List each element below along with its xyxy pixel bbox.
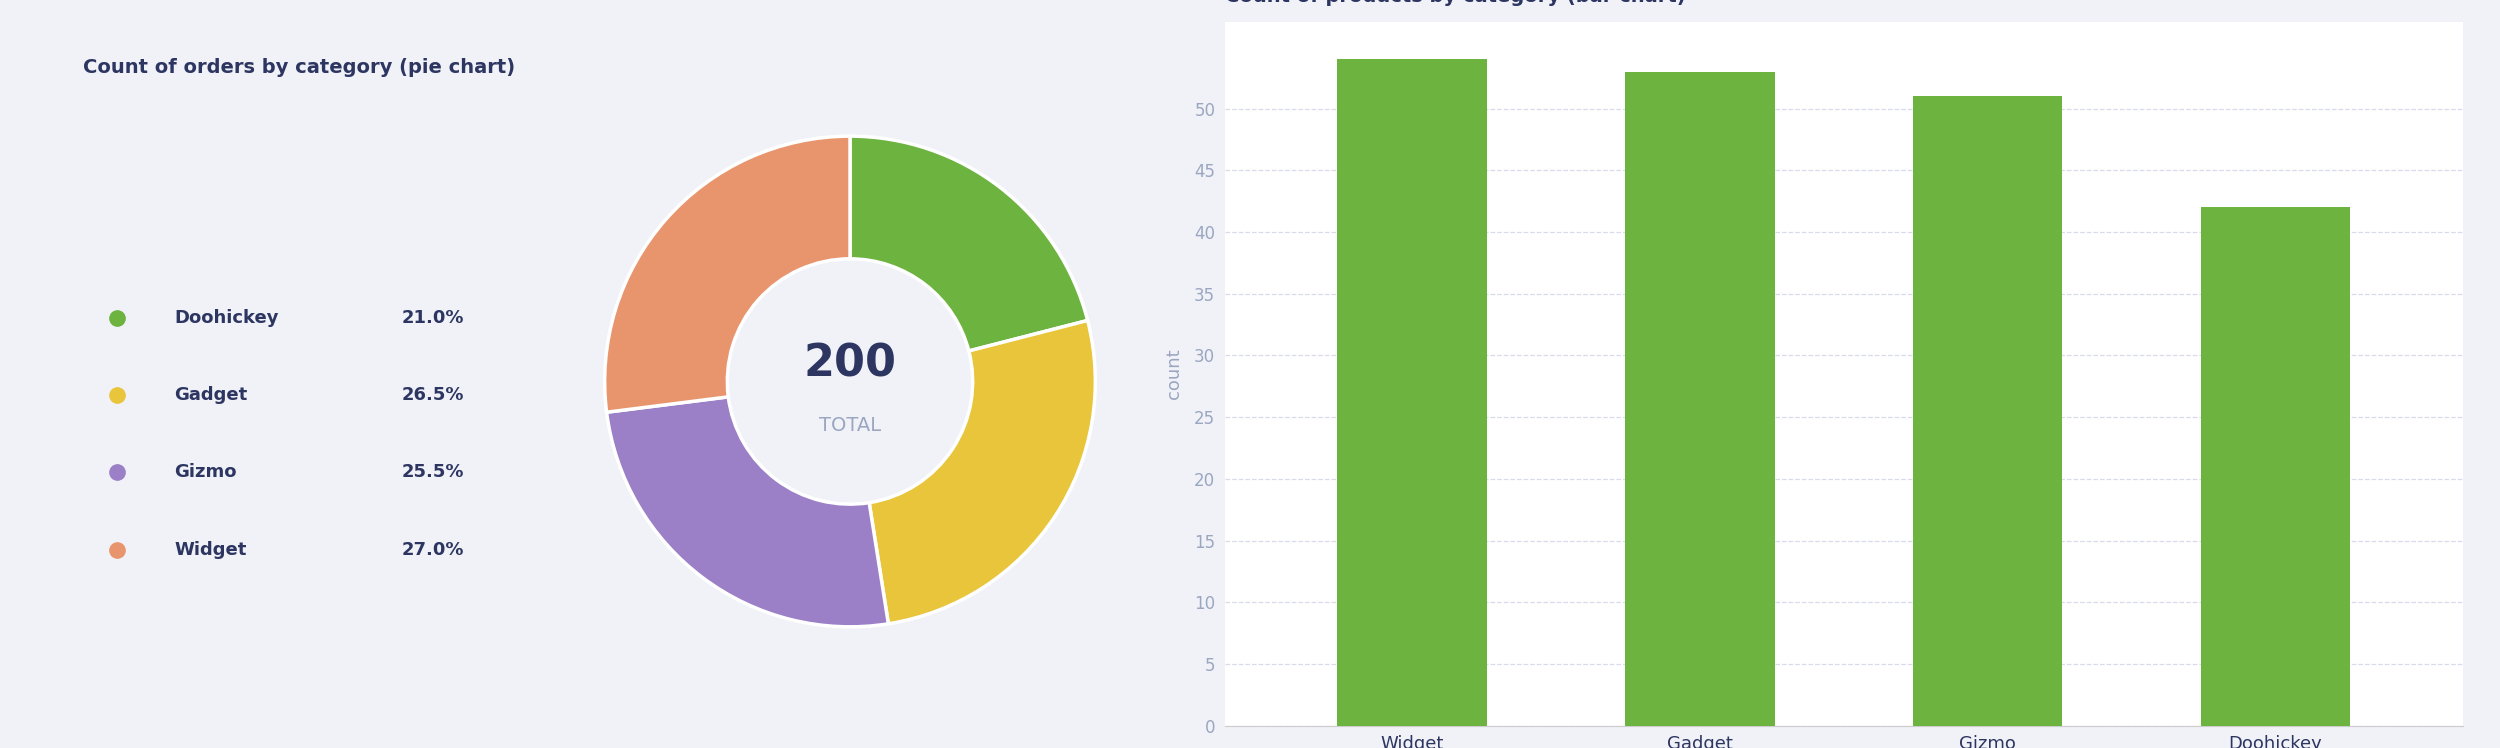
Wedge shape: [850, 136, 1088, 351]
Text: Count of products by category (bar chart): Count of products by category (bar chart…: [1225, 0, 1685, 5]
Text: 25.5%: 25.5%: [402, 464, 465, 482]
Text: Count of orders by category (pie chart): Count of orders by category (pie chart): [82, 58, 515, 76]
Bar: [1338, 59, 1487, 726]
Text: TOTAL: TOTAL: [820, 416, 880, 435]
Text: Gizmo: Gizmo: [175, 464, 238, 482]
Text: Doohickey: Doohickey: [175, 309, 278, 327]
Wedge shape: [870, 320, 1095, 624]
Y-axis label: count: count: [1165, 349, 1182, 399]
Text: Gadget: Gadget: [175, 386, 248, 404]
Bar: [1625, 72, 1775, 726]
Text: 21.0%: 21.0%: [402, 309, 465, 327]
Wedge shape: [605, 136, 850, 412]
Bar: [2200, 207, 2350, 726]
Text: Widget: Widget: [175, 541, 248, 559]
Text: 26.5%: 26.5%: [402, 386, 465, 404]
Text: 27.0%: 27.0%: [402, 541, 465, 559]
Wedge shape: [608, 397, 888, 627]
Bar: [1912, 96, 2062, 726]
Text: 200: 200: [802, 343, 898, 386]
